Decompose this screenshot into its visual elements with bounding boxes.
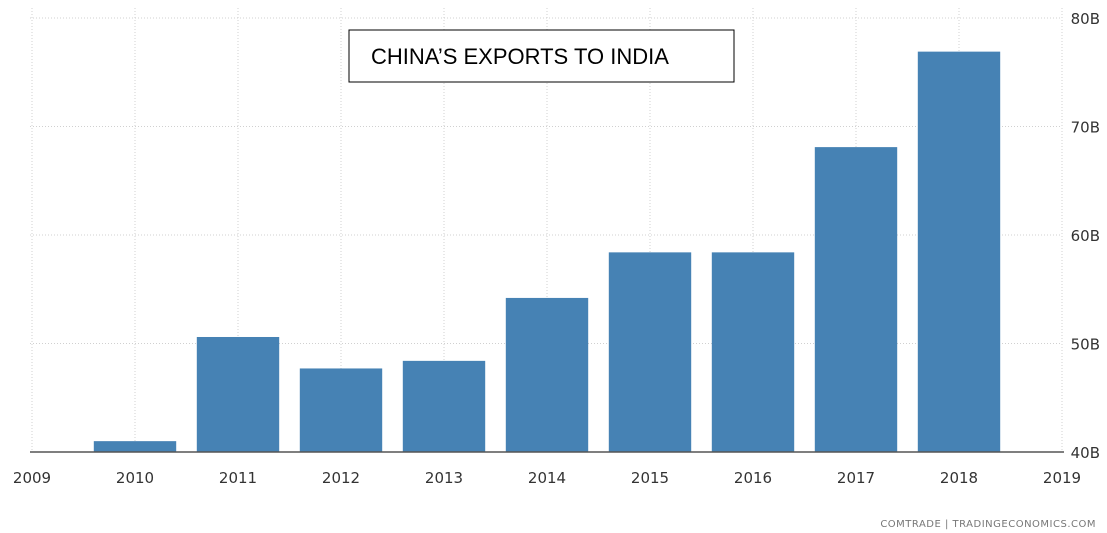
x-tick-label: 2014 xyxy=(528,469,566,487)
y-tick-label: 40B xyxy=(1071,444,1100,462)
x-tick-label: 2017 xyxy=(837,469,875,487)
x-tick-label: 2019 xyxy=(1043,469,1081,487)
bar-2017 xyxy=(814,147,898,453)
title-frame xyxy=(348,29,735,83)
x-tick-label: 2011 xyxy=(219,469,257,487)
x-tick-labels: 2009 2010 2011 2012 2013 2014 2015 2016 2017 2018… xyxy=(13,469,1081,487)
bar-2018 xyxy=(917,51,1001,452)
source-credit: COMTRADE | TRADINGECONOMICS.COM xyxy=(880,519,1096,530)
x-tick-label: 2018 xyxy=(940,469,978,487)
y-tick-label: 70B xyxy=(1071,119,1100,137)
chart-title: CHINA’S EXPORTS TO INDIA xyxy=(371,44,669,69)
x-tick-label: 2013 xyxy=(425,469,463,487)
title-box: CHINA’S EXPORTS TO INDIA xyxy=(348,29,735,83)
x-tick-label: 2012 xyxy=(322,469,360,487)
bar-2016 xyxy=(711,252,795,452)
x-tick-label: 2010 xyxy=(116,469,154,487)
x-tick-label: 2015 xyxy=(631,469,669,487)
y-tick-label: 50B xyxy=(1071,336,1100,354)
x-tick-label: 2016 xyxy=(734,469,772,487)
y-tick-label: 80B xyxy=(1071,10,1100,28)
x-tick-label: 2009 xyxy=(13,469,51,487)
bar-2011 xyxy=(196,336,280,452)
bars xyxy=(93,51,1001,453)
y-tick-label: 60B xyxy=(1071,227,1100,245)
y-tick-labels: 40B 50B 60B 70B 80B xyxy=(1071,10,1100,462)
bar-2013 xyxy=(402,360,486,452)
bar-2014 xyxy=(505,297,589,452)
bar-2010 xyxy=(93,441,177,452)
bar-2012 xyxy=(299,368,383,452)
bar-2015 xyxy=(608,252,692,452)
